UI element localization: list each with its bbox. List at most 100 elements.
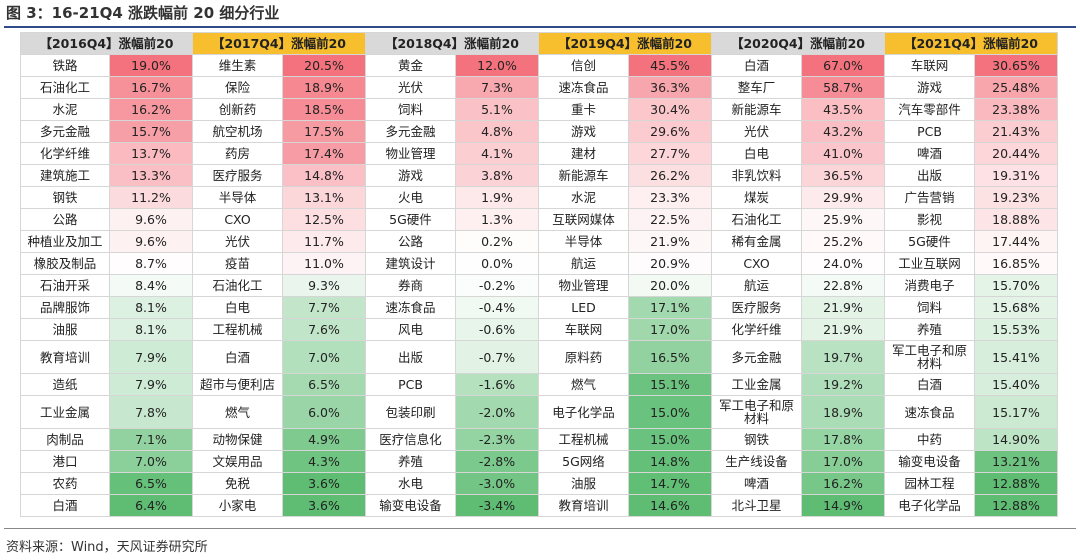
change-value: -0.4% — [456, 297, 539, 319]
industry-name: 动物保健 — [193, 429, 283, 451]
industry-name: 5G网络 — [539, 451, 629, 473]
industry-name: 光伏 — [366, 77, 456, 99]
change-value: 14.8% — [629, 451, 712, 473]
change-value: 20.9% — [629, 253, 712, 275]
change-value: 7.6% — [283, 319, 366, 341]
table-row: 钢铁 11.2% 半导体 13.1% 火电 1.9% 水泥 23.3% 煤炭 29.9% 广告营销 1… — [20, 187, 1060, 209]
industry-name: 种植业及加工 — [20, 231, 110, 253]
industry-name: 教育培训 — [539, 495, 629, 517]
industry-name: 医疗服务 — [712, 297, 802, 319]
change-value: 11.2% — [110, 187, 193, 209]
change-value: 14.8% — [283, 165, 366, 187]
industry-name: 白酒 — [885, 374, 975, 396]
change-value: 18.9% — [802, 396, 885, 429]
change-value: 12.88% — [975, 473, 1058, 495]
change-value: 7.9% — [110, 341, 193, 374]
industry-name: 白电 — [712, 143, 802, 165]
change-value: 58.7% — [802, 77, 885, 99]
change-value: 13.7% — [110, 143, 193, 165]
change-value: 3.6% — [283, 473, 366, 495]
change-value: 0.2% — [456, 231, 539, 253]
change-value: 19.31% — [975, 165, 1058, 187]
change-value: 20.44% — [975, 143, 1058, 165]
table-row: 品牌服饰 8.1% 白电 7.7% 速冻食品 -0.4% LED 17.1% 医疗服务 21.9%… — [20, 297, 1060, 319]
change-value: 67.0% — [802, 55, 885, 77]
change-value: 9.3% — [283, 275, 366, 297]
change-value: 3.6% — [283, 495, 366, 517]
industry-name: 建材 — [539, 143, 629, 165]
industry-name: 保险 — [193, 77, 283, 99]
change-value: 14.6% — [629, 495, 712, 517]
table-row: 橡胶及制品 8.7% 疫苗 11.0% 建筑设计 0.0% 航运 20.9% CXO 24.0% 工… — [20, 253, 1060, 275]
column-header: 【2019Q4】涨幅前20 — [539, 32, 712, 55]
industry-name: 农药 — [20, 473, 110, 495]
industry-name: 广告营销 — [885, 187, 975, 209]
change-value: 18.88% — [975, 209, 1058, 231]
industry-name: 出版 — [885, 165, 975, 187]
change-value: 7.8% — [110, 396, 193, 429]
table-row: 多元金融 15.7% 航空机场 17.5% 多元金融 4.8% 游戏 29.6% 光伏 43.2%… — [20, 121, 1060, 143]
industry-name: 军工电子和原材料 — [712, 396, 802, 429]
change-value: 8.1% — [110, 319, 193, 341]
change-value: 16.5% — [629, 341, 712, 374]
industry-name: 石油化工 — [193, 275, 283, 297]
industry-name: 公路 — [20, 209, 110, 231]
change-value: 7.0% — [283, 341, 366, 374]
change-value: 15.1% — [629, 374, 712, 396]
column-header: 【2021Q4】涨幅前20 — [885, 32, 1058, 55]
change-value: 14.9% — [802, 495, 885, 517]
change-value: 17.1% — [629, 297, 712, 319]
change-value: 15.7% — [110, 121, 193, 143]
change-value: -0.7% — [456, 341, 539, 374]
change-value: 41.0% — [802, 143, 885, 165]
industry-name: 创新药 — [193, 99, 283, 121]
table-row: 建筑施工 13.3% 医疗服务 14.8% 游戏 3.8% 新能源车 26.2% 非乳饮料 36.… — [20, 165, 1060, 187]
industry-name: 维生素 — [193, 55, 283, 77]
change-value: 12.0% — [456, 55, 539, 77]
industry-name: 电子化学品 — [885, 495, 975, 517]
industry-name: 航运 — [712, 275, 802, 297]
footer-divider — [4, 528, 1076, 529]
industry-name: 化学纤维 — [20, 143, 110, 165]
industry-name: LED — [539, 297, 629, 319]
change-value: 12.88% — [975, 495, 1058, 517]
change-value: 13.1% — [283, 187, 366, 209]
industry-name: 石油开采 — [20, 275, 110, 297]
change-value: 16.2% — [802, 473, 885, 495]
change-value: 1.3% — [456, 209, 539, 231]
change-value: 8.1% — [110, 297, 193, 319]
industry-name: 汽车零部件 — [885, 99, 975, 121]
industry-name: 饲料 — [885, 297, 975, 319]
figure-title: 图 3：16-21Q4 涨跌幅前 20 细分行业 — [6, 4, 280, 22]
industry-name: 原料药 — [539, 341, 629, 374]
table-row: 工业金属 7.8% 燃气 6.0% 包装印刷 -2.0% 电子化学品 15.0% 军工电子和原材… — [20, 396, 1060, 429]
change-value: 11.0% — [283, 253, 366, 275]
industry-name: 工程机械 — [539, 429, 629, 451]
industry-name: 公路 — [366, 231, 456, 253]
change-value: 15.17% — [975, 396, 1058, 429]
industry-name: 油服 — [20, 319, 110, 341]
change-value: 7.7% — [283, 297, 366, 319]
table-row: 白酒 6.4% 小家电 3.6% 输变电设备 -3.4% 教育培训 14.6% 北斗卫星 14.9… — [20, 495, 1060, 517]
industry-name: 速冻食品 — [366, 297, 456, 319]
industry-name: 化学纤维 — [712, 319, 802, 341]
industry-name: 煤炭 — [712, 187, 802, 209]
change-value: -2.0% — [456, 396, 539, 429]
industry-name: 整车厂 — [712, 77, 802, 99]
industry-name: 小家电 — [193, 495, 283, 517]
change-value: 6.5% — [110, 473, 193, 495]
industry-name: 白电 — [193, 297, 283, 319]
change-value: 13.21% — [975, 451, 1058, 473]
industry-name: CXO — [193, 209, 283, 231]
industry-name: 风电 — [366, 319, 456, 341]
industry-name: 军工电子和原材料 — [885, 341, 975, 374]
change-value: 23.3% — [629, 187, 712, 209]
table-row: 港口 7.0% 文娱用品 4.3% 养殖 -2.8% 5G网络 14.8% 生产线设备 17.0%… — [20, 451, 1060, 473]
change-value: 21.9% — [629, 231, 712, 253]
table-row: 农药 6.5% 免税 3.6% 水电 -3.0% 油服 14.7% 啤酒 16.2% 园林工程 12.… — [20, 473, 1060, 495]
industry-name: 光伏 — [712, 121, 802, 143]
change-value: 12.5% — [283, 209, 366, 231]
industry-name: 火电 — [366, 187, 456, 209]
change-value: 17.0% — [802, 451, 885, 473]
industry-name: PCB — [885, 121, 975, 143]
